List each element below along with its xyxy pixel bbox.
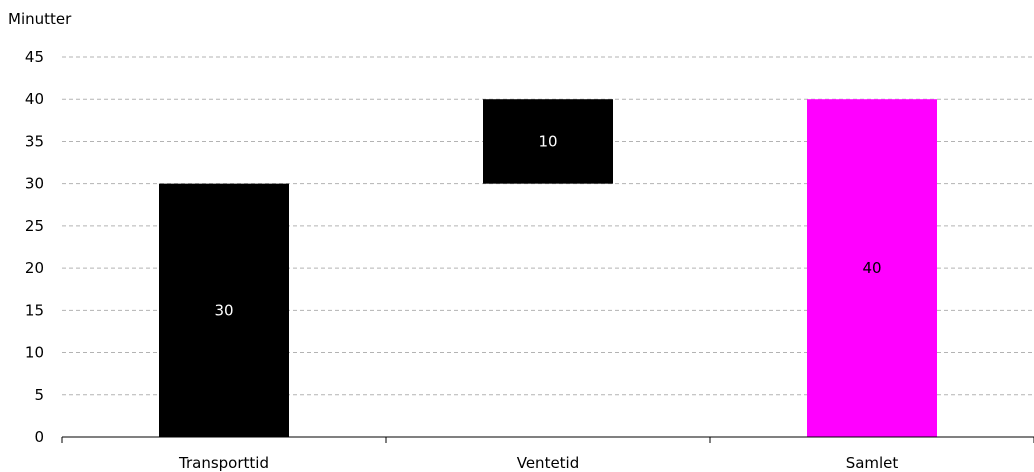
x-tick-label: Samlet	[846, 454, 899, 472]
y-tick-label: 5	[34, 386, 44, 404]
x-axis: Transporttid Ventetid Samlet	[62, 437, 1034, 472]
bar-value-label: 40	[862, 259, 881, 277]
bar-value-label: 30	[214, 301, 233, 319]
x-tick-label: Ventetid	[517, 454, 580, 472]
y-axis-title: Minutter	[8, 10, 72, 28]
y-tick-label: 35	[25, 132, 44, 150]
y-tick-label: 10	[25, 344, 44, 362]
y-tick-label: 30	[25, 175, 44, 193]
x-tick-label: Transporttid	[178, 454, 269, 472]
y-tick-label: 15	[25, 301, 44, 319]
y-tick-label: 20	[25, 259, 44, 277]
y-tick-label: 0	[34, 428, 44, 446]
y-tick-label: 40	[25, 90, 44, 108]
y-tick-label: 25	[25, 217, 44, 235]
y-axis-ticks: 0 5 10 15 20 25 30 35 40 45	[25, 48, 44, 446]
bar-value-label: 10	[538, 132, 557, 150]
y-tick-label: 45	[25, 48, 44, 66]
